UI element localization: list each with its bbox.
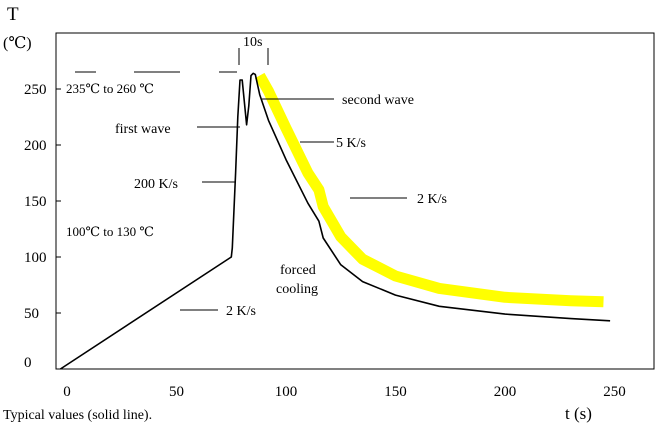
y-tick-label: 0	[24, 355, 32, 371]
x-tick-label: 100	[275, 384, 298, 400]
y-tick-label: 150	[24, 194, 47, 210]
chart-caption: Typical values (solid line).	[3, 408, 152, 423]
y-tick-label: 100	[24, 250, 47, 266]
peak-range-label: 235℃ to 260 ℃	[66, 81, 154, 96]
y-axis-title: T	[7, 4, 19, 25]
heat-rate-label: 200 K/s	[134, 177, 178, 192]
x-tick-label: 250	[603, 384, 626, 400]
x-tick-label: 150	[384, 384, 407, 400]
x-axis-ticks: 0 50 100 150 200 250	[63, 384, 626, 400]
yellow-tolerance-band	[254, 72, 604, 308]
y-tick-label: 200	[24, 138, 47, 154]
y-tick-label: 50	[24, 306, 39, 322]
y-tick-label: 250	[24, 82, 47, 98]
forced-cooling-label-2: cooling	[276, 282, 318, 297]
preheat-rate-label: 2 K/s	[226, 304, 256, 319]
y-axis-ticks: 0 50 100 150 200 250	[24, 82, 61, 371]
cool-rate-2-label: 2 K/s	[417, 192, 447, 207]
typical-profile-line	[59, 72, 611, 370]
preheat-range-label: 100℃ to 130 ℃	[66, 224, 154, 239]
x-tick-label: 0	[63, 384, 71, 400]
forced-cooling-label-1: forced	[280, 263, 316, 278]
dwell-label: 10s	[243, 35, 262, 50]
x-tick-label: 50	[169, 384, 184, 400]
first-wave-label: first wave	[115, 122, 171, 137]
x-tick-label: 200	[494, 384, 517, 400]
cool-rate-1-label: 5 K/s	[336, 136, 366, 151]
y-axis-unit: (℃)	[3, 35, 32, 52]
x-axis-title: t (s)	[565, 404, 592, 423]
second-wave-label: second wave	[342, 93, 414, 108]
